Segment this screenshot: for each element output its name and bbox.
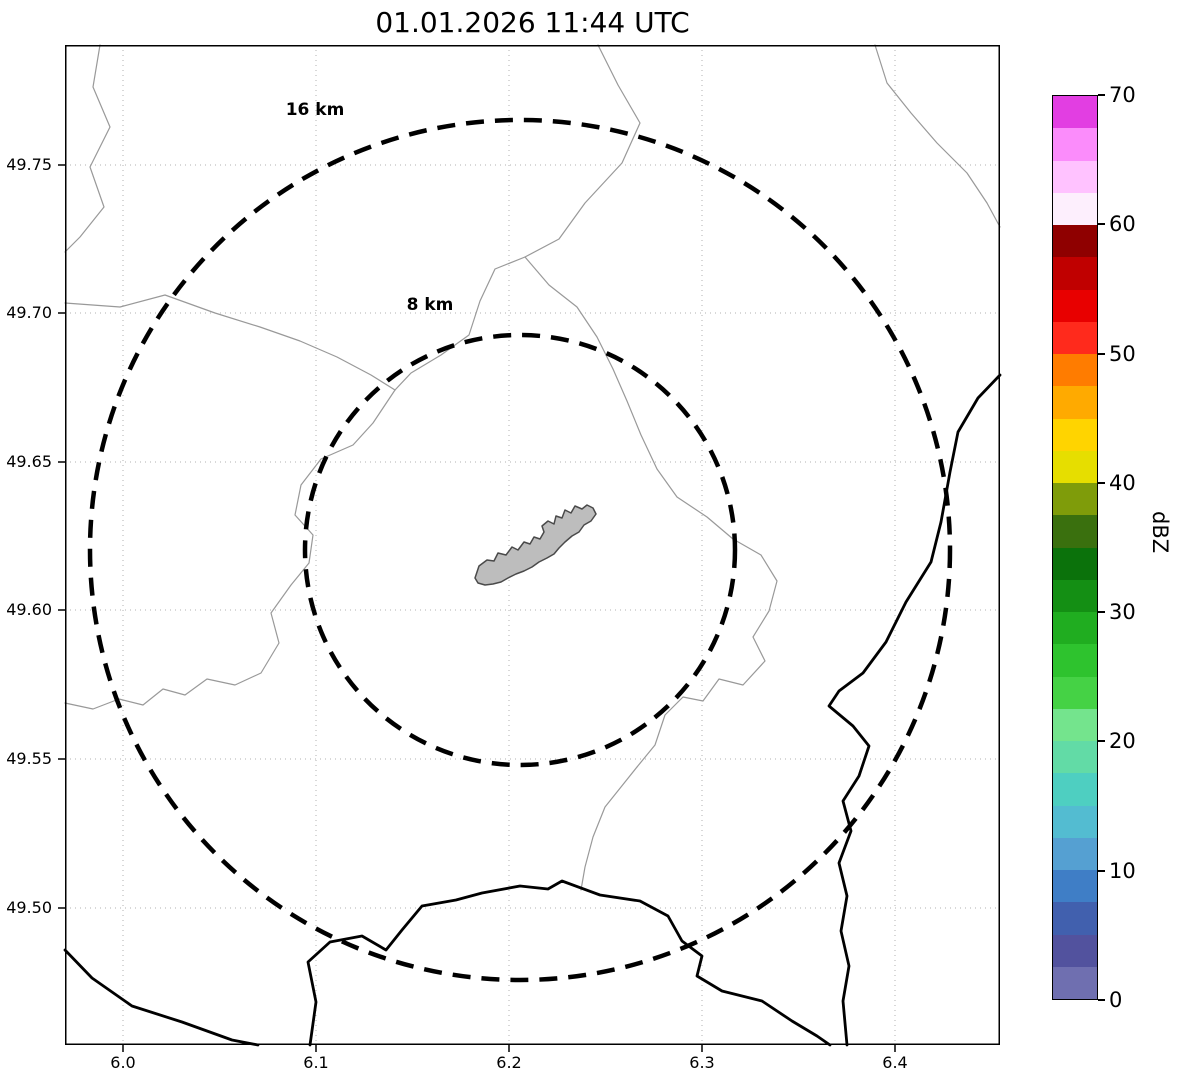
colorbar-band [1053,547,1097,580]
colorbar-band [1053,128,1097,161]
colorbar-band [1053,741,1097,774]
colorbar-tick-mark [1098,999,1105,1001]
y-tick-label: 49.75 [6,155,52,174]
colorbar-band [1053,805,1097,838]
y-tick-label: 49.65 [6,452,52,471]
colorbar-tick-label: 20 [1109,729,1136,754]
x-tick-label: 6.4 [882,1053,908,1072]
colorbar-band [1053,966,1097,999]
colorbar-tick-label: 30 [1109,600,1136,625]
range-circle-16km [87,117,953,983]
colorbar-tick-label: 10 [1109,858,1136,883]
admin-boundary-line [64,44,111,253]
admin-boundary-line [64,294,396,391]
country-border-line [63,948,260,1047]
y-tick-label: 49.60 [6,600,52,619]
colorbar-tick-mark [1098,740,1105,743]
colorbar-band [1053,676,1097,709]
admin-boundary-line [874,44,1001,228]
colorbar-band [1053,257,1097,290]
colorbar-band [1053,612,1097,645]
admin-boundary-line [524,256,734,540]
colorbar-band [1053,321,1097,354]
colorbar-label: dBZ [1148,511,1172,554]
colorbar-tick-label: 0 [1109,988,1123,1012]
colorbar-band [1053,515,1097,548]
colorbar-tick-mark [1098,352,1105,355]
admin-boundary-line [636,538,778,768]
colorbar-band [1053,354,1097,387]
colorbar-band [1053,450,1097,483]
figure-title: 01.01.2026 11:44 UTC [375,6,690,39]
y-tick-label: 49.50 [6,898,52,917]
range-circle-label-8km: 8 km [407,295,454,315]
colorbar-band [1053,96,1097,129]
colorbar-band [1053,837,1097,870]
colorbar-tick-label: 40 [1109,470,1136,495]
colorbar-tick-label: 70 [1109,83,1136,107]
y-tick-label: 49.70 [6,303,52,322]
range-circle-label-16km: 16 km [286,100,345,120]
x-tick-label: 6.2 [496,1053,522,1072]
colorbar-band [1053,483,1097,516]
colorbar-band [1053,934,1097,967]
x-tick-label: 6.1 [303,1053,329,1072]
colorbar-band [1053,579,1097,612]
colorbar-band [1053,192,1097,225]
colorbar-band [1053,386,1097,419]
colorbar-band [1053,708,1097,741]
range-circle-8km [302,332,738,768]
colorbar-band [1053,160,1097,193]
axes-frame [65,45,1000,1045]
colorbar-tick-label: 60 [1109,212,1136,237]
colorbar-band [1053,644,1097,677]
colorbar-tick-mark [1098,223,1105,226]
y-tick-label: 49.55 [6,749,52,768]
admin-boundary-line [64,389,396,710]
colorbar-tick-mark [1098,94,1105,96]
colorbar-band [1053,225,1097,258]
country-border-line [306,879,832,1047]
colorbar-band [1053,870,1097,903]
admin-boundary-line [580,766,638,891]
colorbar-tick-mark [1098,869,1105,872]
colorbar-band [1053,289,1097,322]
colorbar-band [1053,902,1097,935]
colorbar-tick-mark [1098,481,1105,484]
colorbar [1052,95,1098,1000]
x-tick-label: 6.3 [689,1053,715,1072]
map-plot: 16 km 8 km [58,44,1002,1052]
city-area-shape [474,504,597,586]
colorbar-tick-mark [1098,611,1105,614]
colorbar-band [1053,418,1097,451]
colorbar-band [1053,773,1097,806]
colorbar-tick-label: 50 [1109,341,1136,366]
x-tick-label: 6.0 [110,1053,136,1072]
